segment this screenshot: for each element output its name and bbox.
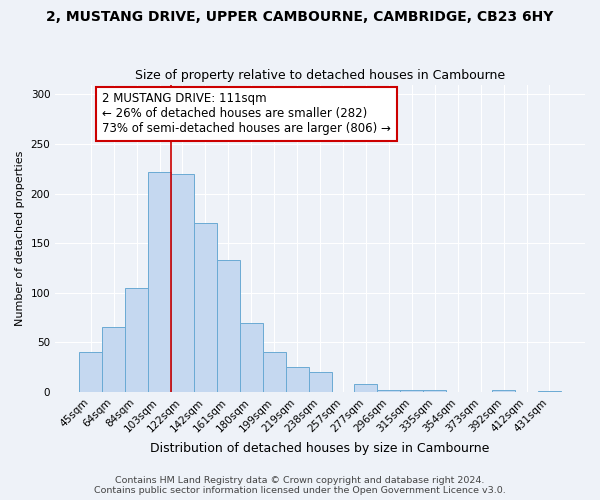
Bar	[171, 174, 194, 392]
Bar	[538, 391, 561, 392]
Bar	[400, 390, 423, 392]
Text: Contains HM Land Registry data © Crown copyright and database right 2024.
Contai: Contains HM Land Registry data © Crown c…	[94, 476, 506, 495]
X-axis label: Distribution of detached houses by size in Cambourne: Distribution of detached houses by size …	[151, 442, 490, 455]
Bar	[217, 260, 240, 392]
Bar	[240, 322, 263, 392]
Title: Size of property relative to detached houses in Cambourne: Size of property relative to detached ho…	[135, 69, 505, 82]
Bar	[355, 384, 377, 392]
Text: 2, MUSTANG DRIVE, UPPER CAMBOURNE, CAMBRIDGE, CB23 6HY: 2, MUSTANG DRIVE, UPPER CAMBOURNE, CAMBR…	[46, 10, 554, 24]
Text: 2 MUSTANG DRIVE: 111sqm
← 26% of detached houses are smaller (282)
73% of semi-d: 2 MUSTANG DRIVE: 111sqm ← 26% of detache…	[102, 92, 391, 136]
Y-axis label: Number of detached properties: Number of detached properties	[15, 150, 25, 326]
Bar	[423, 390, 446, 392]
Bar	[286, 367, 308, 392]
Bar	[377, 390, 400, 392]
Bar	[492, 390, 515, 392]
Bar	[125, 288, 148, 392]
Bar	[148, 172, 171, 392]
Bar	[263, 352, 286, 392]
Bar	[79, 352, 102, 392]
Bar	[194, 224, 217, 392]
Bar	[308, 372, 332, 392]
Bar	[102, 328, 125, 392]
